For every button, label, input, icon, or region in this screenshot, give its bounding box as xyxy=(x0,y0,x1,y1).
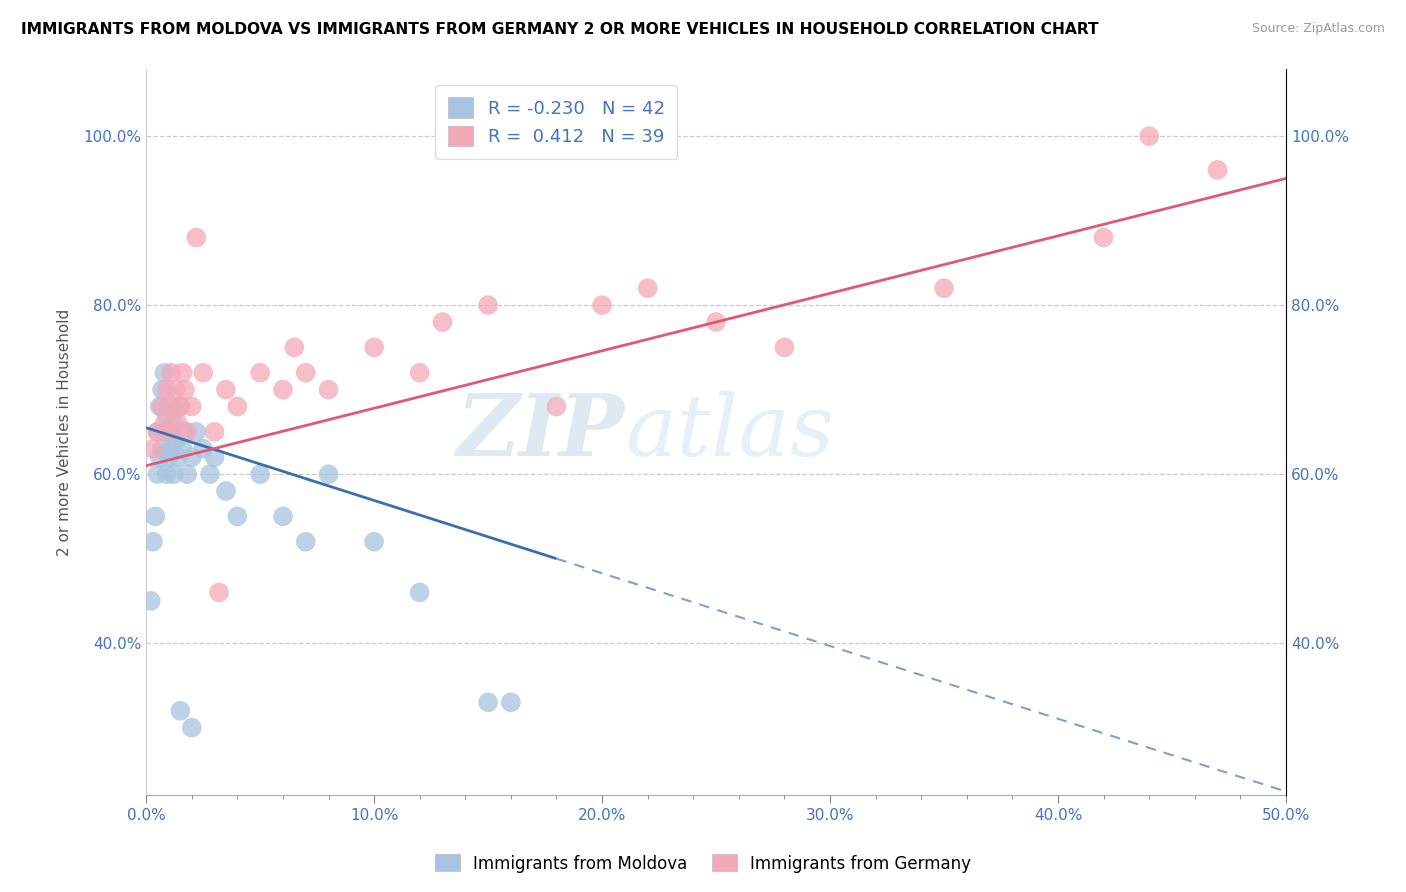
Point xyxy=(294,366,316,380)
Point xyxy=(165,383,187,397)
Point xyxy=(176,425,198,439)
Point xyxy=(226,400,249,414)
Text: atlas: atlas xyxy=(624,391,834,474)
Point xyxy=(215,383,238,397)
Point xyxy=(271,509,294,524)
Point xyxy=(180,450,202,465)
Point xyxy=(150,442,173,456)
Point xyxy=(546,400,568,414)
Point xyxy=(160,425,183,439)
Point xyxy=(363,534,385,549)
Point xyxy=(932,281,955,295)
Point xyxy=(637,281,659,295)
Point xyxy=(271,383,294,397)
Point xyxy=(157,400,180,414)
Point xyxy=(180,721,202,735)
Point xyxy=(499,695,522,709)
Point xyxy=(1092,230,1115,244)
Point xyxy=(143,509,166,524)
Point xyxy=(180,400,202,414)
Point xyxy=(149,400,172,414)
Legend: Immigrants from Moldova, Immigrants from Germany: Immigrants from Moldova, Immigrants from… xyxy=(427,847,979,880)
Point xyxy=(142,442,165,456)
Point xyxy=(363,340,385,354)
Point xyxy=(318,383,340,397)
Point xyxy=(156,408,179,422)
Point xyxy=(160,366,183,380)
Point xyxy=(153,366,176,380)
Point xyxy=(249,467,271,482)
Point xyxy=(208,585,231,599)
Point xyxy=(172,442,194,456)
Point xyxy=(150,400,173,414)
Point xyxy=(162,417,184,431)
Point xyxy=(162,467,184,482)
Point xyxy=(169,400,191,414)
Point xyxy=(432,315,454,329)
Point xyxy=(142,534,165,549)
Y-axis label: 2 or more Vehicles in Household: 2 or more Vehicles in Household xyxy=(58,309,72,556)
Point xyxy=(773,340,796,354)
Point xyxy=(591,298,613,312)
Point xyxy=(160,442,183,456)
Point xyxy=(169,704,191,718)
Point xyxy=(1137,129,1160,144)
Point xyxy=(204,425,226,439)
Point xyxy=(249,366,271,380)
Point xyxy=(174,383,197,397)
Point xyxy=(153,417,176,431)
Point xyxy=(150,383,173,397)
Point xyxy=(167,417,190,431)
Point xyxy=(146,425,169,439)
Point xyxy=(191,442,214,456)
Point xyxy=(186,230,208,244)
Point xyxy=(186,425,208,439)
Point xyxy=(409,585,432,599)
Point xyxy=(174,425,197,439)
Point xyxy=(198,467,221,482)
Point xyxy=(162,400,184,414)
Point xyxy=(153,425,176,439)
Point xyxy=(226,509,249,524)
Point xyxy=(283,340,305,354)
Point xyxy=(169,400,191,414)
Point xyxy=(156,383,179,397)
Text: IMMIGRANTS FROM MOLDOVA VS IMMIGRANTS FROM GERMANY 2 OR MORE VEHICLES IN HOUSEHO: IMMIGRANTS FROM MOLDOVA VS IMMIGRANTS FR… xyxy=(21,22,1098,37)
Point xyxy=(149,450,172,465)
Point xyxy=(172,366,194,380)
Point xyxy=(704,315,727,329)
Point xyxy=(294,534,316,549)
Point xyxy=(157,425,180,439)
Point xyxy=(204,450,226,465)
Text: ZIP: ZIP xyxy=(457,390,624,474)
Point xyxy=(157,450,180,465)
Point xyxy=(165,434,187,448)
Point xyxy=(191,366,214,380)
Point xyxy=(176,467,198,482)
Point xyxy=(146,425,169,439)
Point xyxy=(167,450,190,465)
Point xyxy=(215,484,238,499)
Point xyxy=(1206,163,1229,178)
Text: Source: ZipAtlas.com: Source: ZipAtlas.com xyxy=(1251,22,1385,36)
Point xyxy=(156,467,179,482)
Point xyxy=(477,298,499,312)
Point xyxy=(477,695,499,709)
Legend: R = -0.230   N = 42, R =  0.412   N = 39: R = -0.230 N = 42, R = 0.412 N = 39 xyxy=(436,85,678,159)
Point xyxy=(139,594,162,608)
Point xyxy=(318,467,340,482)
Point xyxy=(146,467,169,482)
Point xyxy=(409,366,432,380)
